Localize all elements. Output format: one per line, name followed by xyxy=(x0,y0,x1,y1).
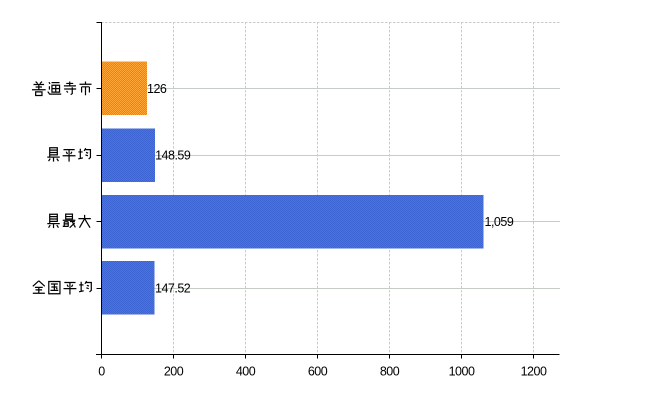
svg-text:147.52: 147.52 xyxy=(155,281,191,295)
svg-text:600: 600 xyxy=(308,364,328,378)
svg-text:1,059: 1,059 xyxy=(485,215,514,229)
svg-text:0: 0 xyxy=(98,364,105,378)
svg-text:126: 126 xyxy=(147,82,167,96)
svg-text:400: 400 xyxy=(236,364,256,378)
svg-text:1200: 1200 xyxy=(521,364,547,378)
svg-text:148.59: 148.59 xyxy=(155,148,191,162)
svg-text:200: 200 xyxy=(164,364,184,378)
svg-text:1000: 1000 xyxy=(449,364,475,378)
svg-text:800: 800 xyxy=(380,364,400,378)
